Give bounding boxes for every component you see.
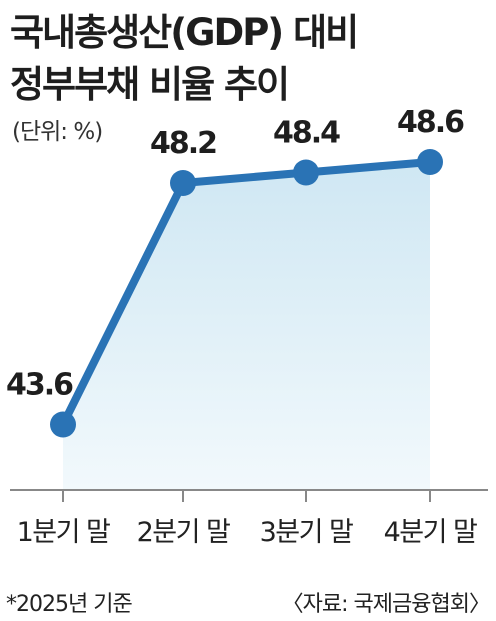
area-fill: [63, 162, 430, 490]
data-point-2: [170, 170, 196, 196]
data-label-4: 48.6: [397, 105, 464, 140]
data-label-1: 43.6: [6, 368, 73, 403]
series-line: [59, 158, 434, 429]
footnote: *2025년 기준: [6, 592, 133, 617]
x-tick-label-4: 4분기 말: [384, 517, 477, 548]
unit-label: (단위: %): [12, 119, 103, 145]
data-point-1: [50, 411, 76, 438]
chart-title-line1: 국내총생산(GDP) 대비: [10, 11, 359, 54]
x-tick-label-1: 1분기 말: [17, 517, 110, 548]
data-point-4: [417, 149, 443, 175]
x-tick-label-3: 3분기 말: [260, 517, 353, 548]
source-note: 〈자료: 국제금융협회〉: [281, 592, 491, 617]
x-tick-label-2: 2분기 말: [137, 517, 230, 548]
data-label-3: 48.4: [273, 116, 340, 151]
data-label-2: 48.2: [150, 126, 216, 161]
data-point-3: [293, 159, 319, 186]
chart-title-line2: 정부부채 비율 추이: [10, 63, 290, 106]
